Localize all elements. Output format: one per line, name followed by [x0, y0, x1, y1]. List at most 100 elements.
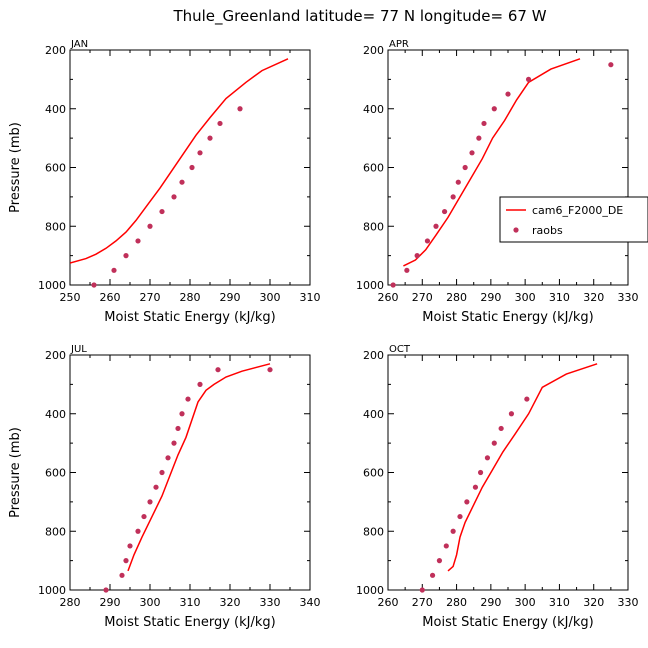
raobs-point — [179, 179, 185, 185]
raobs-point — [171, 194, 177, 200]
raobs-point — [179, 411, 185, 417]
raobs-point — [159, 208, 165, 215]
x-tick-label: 290 — [220, 291, 241, 304]
figure-title: Thule_Greenland latitude= 77 N longitude… — [172, 7, 546, 26]
series-layer — [403, 58, 581, 267]
raobs-point — [147, 223, 153, 229]
y-tick-label: 200 — [363, 349, 384, 362]
raobs-point — [436, 558, 443, 564]
raobs-point — [491, 106, 497, 112]
raobs-point — [197, 150, 203, 156]
x-tick-label: 260 — [378, 291, 399, 304]
y-tick-label: 1000 — [38, 584, 66, 597]
y-tick-label: 200 — [45, 44, 66, 57]
raobs-point — [481, 120, 487, 127]
raobs-point — [464, 499, 470, 505]
raobs-point — [469, 150, 475, 156]
raobs-point — [476, 135, 482, 141]
x-tick-label: 260 — [378, 596, 399, 609]
x-axis-label: Moist Static Energy (kJ/kg) — [422, 615, 593, 630]
raobs-point — [508, 411, 515, 417]
raobs-point — [159, 469, 165, 476]
legend-label: cam6_F2000_DE — [532, 204, 623, 217]
raobs-point — [390, 282, 396, 288]
raobs-point — [215, 367, 221, 373]
y-tick-label: 600 — [45, 467, 66, 480]
series-layer — [70, 58, 289, 264]
panel-apr: 260 270 280 290 300 310 320 330 200 400 600 800 1000… — [356, 39, 639, 325]
y-tick-label: 400 — [45, 408, 66, 421]
y-tick-label: 800 — [363, 525, 384, 538]
raobs-point — [414, 253, 420, 259]
x-tick-label: 310 — [180, 596, 201, 609]
raobs-point — [141, 513, 147, 520]
legend-marker-swatch — [513, 227, 519, 233]
raobs-point — [123, 253, 129, 259]
raobs-point — [217, 120, 223, 127]
plot-frame — [69, 354, 311, 591]
raobs-point — [498, 425, 504, 432]
raobs-point — [484, 455, 491, 461]
panel-title: APR — [389, 39, 409, 50]
legend-box — [499, 196, 648, 243]
raobs-point — [433, 223, 439, 229]
x-tick-label: 340 — [300, 596, 321, 609]
raobs-point — [419, 587, 425, 593]
y-tick-label: 1000 — [356, 279, 384, 292]
raobs-point — [404, 267, 410, 273]
raobs-point — [165, 455, 171, 461]
raobs-point — [472, 484, 479, 490]
model-line — [127, 363, 271, 572]
raobs-point — [147, 499, 153, 505]
model-line — [447, 363, 598, 572]
y-tick-label: 600 — [363, 467, 384, 480]
x-tick-label: 290 — [480, 596, 501, 609]
x-tick-label: 310 — [549, 291, 570, 304]
panel-jan: 250 260 270 280 290 300 310 200 400 600 800 1000 JAN… — [8, 39, 321, 325]
x-tick-label: 270 — [412, 596, 433, 609]
raobs-point — [189, 164, 195, 171]
raobs-point — [455, 179, 461, 185]
panel-oct: 260 270 280 290 300 310 320 330 200 400 600 800 1000… — [356, 344, 639, 630]
raobs-point — [171, 440, 177, 446]
x-tick-label: 280 — [60, 596, 81, 609]
raobs-point — [185, 396, 191, 402]
x-tick-label: 320 — [583, 596, 604, 609]
raobs-point — [450, 194, 456, 200]
raobs-point — [443, 543, 449, 549]
model-line — [403, 58, 581, 267]
y-tick-label: 400 — [45, 103, 66, 116]
y-axis-label: Pressure (mb) — [8, 427, 23, 518]
series-layer — [127, 363, 271, 572]
y-tick-label: 800 — [363, 220, 384, 233]
y-tick-label: 600 — [363, 162, 384, 175]
raobs-point — [477, 469, 484, 476]
x-tick-label: 300 — [515, 596, 536, 609]
raobs-point — [197, 381, 203, 387]
x-tick-label: 310 — [300, 291, 321, 304]
raobs-point — [267, 367, 273, 373]
x-tick-label: 330 — [260, 596, 281, 609]
panel-title: JUL — [70, 344, 87, 355]
raobs-point — [135, 238, 141, 244]
x-tick-label: 330 — [618, 291, 639, 304]
x-tick-label: 300 — [140, 596, 161, 609]
y-tick-label: 400 — [363, 103, 384, 116]
panel-title: OCT — [389, 344, 411, 355]
raobs-point — [424, 238, 431, 244]
raobs-point — [207, 135, 213, 141]
raobs-point — [119, 572, 125, 578]
y-tick-label: 200 — [363, 44, 384, 57]
raobs-point — [135, 528, 141, 534]
raobs-point — [608, 62, 614, 68]
raobs-point — [491, 440, 497, 446]
plot-frame — [387, 354, 629, 591]
raobs-point — [127, 543, 133, 549]
x-tick-label: 300 — [515, 291, 536, 304]
raobs-point — [457, 513, 463, 520]
x-axis-label: Moist Static Energy (kJ/kg) — [104, 310, 275, 325]
plot-frame — [387, 49, 629, 286]
x-tick-label: 300 — [260, 291, 281, 304]
raobs-point — [524, 396, 530, 402]
